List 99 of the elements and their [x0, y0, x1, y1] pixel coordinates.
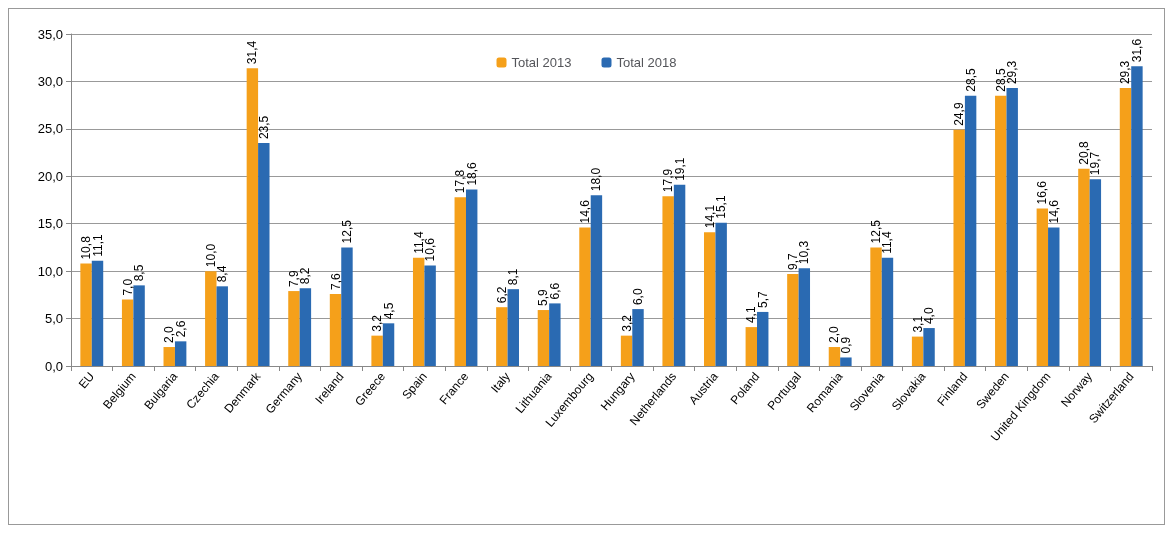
bar	[216, 286, 228, 366]
bar	[953, 129, 965, 366]
bar	[454, 197, 466, 366]
bar	[205, 271, 217, 366]
data-label: 7,9	[286, 270, 301, 288]
data-label: 7,6	[328, 272, 343, 290]
bar	[1006, 88, 1018, 366]
bar	[632, 309, 644, 366]
data-label: 14,1	[702, 204, 717, 229]
bar	[673, 184, 686, 366]
bar	[1089, 179, 1102, 366]
y-tick-label: 30,0	[37, 73, 63, 89]
bar	[80, 263, 92, 366]
bar	[1036, 208, 1049, 366]
data-label: 8,4	[215, 265, 230, 283]
data-label: 20,8	[1076, 141, 1091, 165]
data-label: 8,5	[132, 264, 147, 282]
data-label: 6,2	[494, 286, 509, 304]
bar	[412, 257, 425, 366]
y-tick-label: 35,0	[37, 26, 63, 42]
legend-label: Total 2018	[616, 55, 677, 70]
data-label: 7,0	[120, 278, 135, 296]
data-label: 31,6	[1129, 38, 1144, 63]
data-label: 31,4	[245, 40, 260, 65]
data-label: 12,5	[339, 219, 354, 244]
bar	[828, 347, 841, 366]
bar	[537, 310, 550, 366]
bar	[549, 303, 561, 366]
y-tick-label: 25,0	[37, 121, 63, 137]
y-tick-label: 10,0	[37, 263, 63, 279]
data-label: 8,1	[506, 268, 521, 286]
data-label: 4,0	[922, 307, 937, 325]
x-tick-label: EU	[75, 369, 98, 392]
bar	[964, 95, 977, 366]
data-label: 8,2	[298, 267, 313, 285]
bar	[923, 328, 935, 366]
bar	[246, 68, 259, 366]
bar	[840, 357, 852, 366]
bar	[704, 232, 716, 366]
data-label: 29,3	[1005, 60, 1020, 85]
bar	[465, 189, 478, 366]
bar	[715, 222, 727, 366]
bar	[870, 247, 882, 366]
bar	[745, 327, 758, 366]
data-label: 5,7	[755, 290, 770, 308]
bar	[133, 285, 145, 366]
bar	[787, 273, 799, 366]
data-label: 28,5	[993, 67, 1008, 92]
bar	[496, 307, 508, 366]
bar	[1119, 88, 1132, 366]
data-label: 29,3	[1118, 60, 1133, 85]
data-label: 19,7	[1088, 151, 1103, 176]
data-label: 11,4	[411, 231, 426, 254]
bar	[1048, 227, 1060, 366]
data-label: 4,1	[744, 306, 759, 324]
data-label: 17,9	[661, 168, 676, 193]
bar	[662, 196, 674, 366]
data-label: 15,1	[714, 195, 729, 219]
data-label: 18,0	[589, 167, 604, 192]
data-label: 10,3	[797, 240, 812, 265]
bar	[382, 323, 395, 366]
bar	[1078, 168, 1090, 366]
bar	[258, 143, 270, 366]
bar	[341, 247, 353, 366]
bar	[1131, 66, 1143, 366]
data-label: 10,0	[203, 243, 218, 268]
data-label: 24,9	[952, 102, 967, 126]
data-label: 17,8	[453, 169, 468, 194]
bar	[507, 289, 519, 366]
bar	[757, 311, 769, 366]
y-tick-label: 0,0	[44, 358, 63, 374]
data-label: 10,6	[423, 237, 438, 262]
bar	[798, 268, 811, 366]
bar	[911, 336, 924, 366]
data-label: 3,1	[910, 315, 925, 333]
bar	[91, 260, 104, 366]
data-label: 6,0	[631, 288, 646, 306]
data-label: 23,5	[256, 115, 271, 140]
data-label: 9,7	[785, 252, 800, 270]
data-label: 14,6	[577, 199, 592, 224]
bar	[881, 257, 894, 366]
bar	[424, 265, 436, 366]
bar	[590, 195, 603, 366]
bar	[579, 227, 591, 366]
bar	[620, 335, 633, 366]
bar	[288, 291, 300, 366]
data-label: 28,5	[963, 67, 978, 92]
legend-label: Total 2013	[511, 55, 572, 70]
bar	[299, 288, 312, 366]
bar	[174, 341, 187, 366]
bar	[121, 299, 134, 366]
y-tick-label: 20,0	[37, 168, 63, 184]
bar	[371, 335, 383, 366]
bar	[329, 293, 342, 366]
data-label: 3,2	[619, 314, 634, 332]
y-tick-label: 15,0	[37, 216, 63, 232]
bar	[163, 347, 175, 366]
y-tick-label: 5,0	[44, 311, 63, 327]
bar	[995, 95, 1007, 366]
